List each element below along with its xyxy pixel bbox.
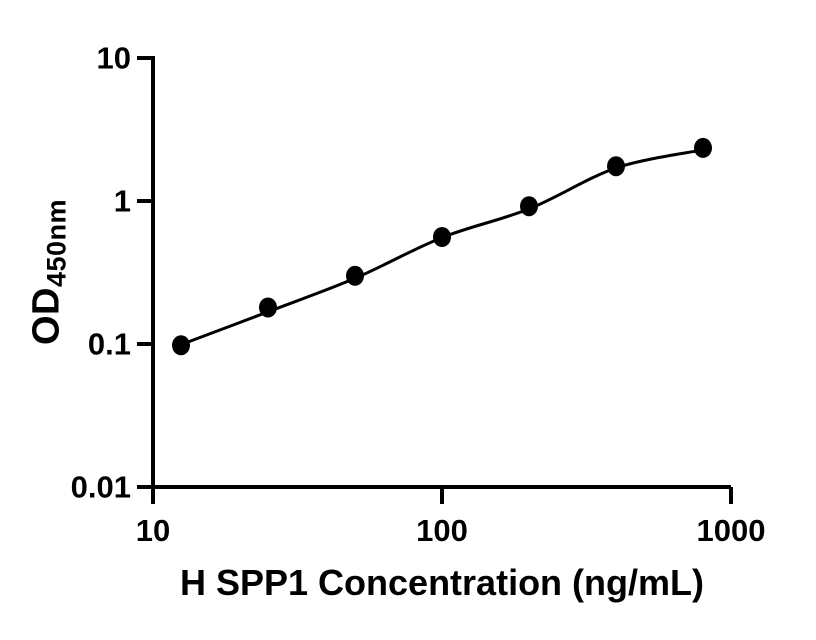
fit-curve-layer bbox=[179, 148, 705, 347]
data-points-layer bbox=[172, 137, 712, 356]
y-tick-label: 10 bbox=[97, 41, 131, 76]
x-tick-label: 1000 bbox=[697, 513, 766, 548]
data-point bbox=[520, 196, 538, 217]
data-point bbox=[694, 137, 712, 158]
data-point bbox=[346, 265, 364, 286]
x-tick-label: 10 bbox=[136, 513, 170, 548]
x-tick-label: 100 bbox=[416, 513, 468, 548]
data-point bbox=[433, 227, 451, 247]
fit-curve-path bbox=[179, 148, 705, 347]
data-point bbox=[172, 335, 190, 356]
data-point bbox=[259, 297, 277, 318]
x-axis-title: H SPP1 Concentration (ng/mL) bbox=[179, 562, 705, 603]
data-point bbox=[607, 156, 625, 177]
y-tick-label: 0.1 bbox=[88, 327, 131, 362]
y-tick-label: 0.01 bbox=[71, 470, 131, 505]
y-tick-label: 1 bbox=[114, 184, 131, 219]
